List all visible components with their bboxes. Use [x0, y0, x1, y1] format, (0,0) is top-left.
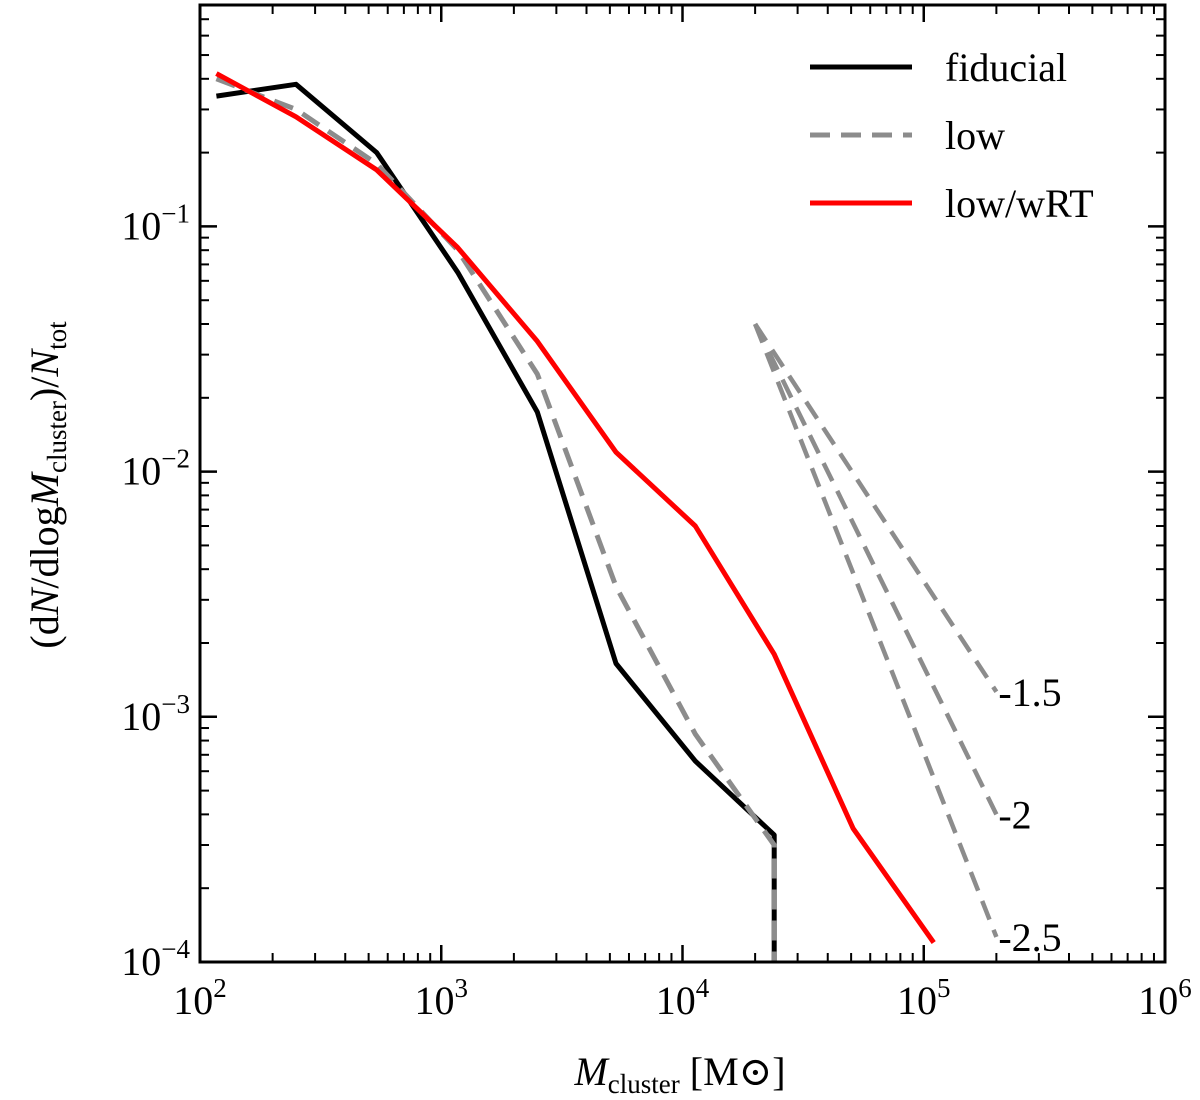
- x-axis-label: Mcluster [M⊙]: [573, 1049, 785, 1099]
- y-tick-label: 10−1: [121, 198, 190, 248]
- reference-slopes: -1.5 -2 -2.5: [753, 322, 1062, 960]
- legend: fiducial low low/wRT: [810, 45, 1094, 226]
- reference-slope-label: -2.5: [998, 915, 1061, 960]
- y-tick-label: 10−4: [121, 934, 190, 984]
- reference-slope-line: [753, 322, 999, 694]
- series-lines: [215, 71, 936, 962]
- reference-slope-label: -1.5: [998, 670, 1061, 715]
- x-tick-label: 105: [897, 973, 951, 1023]
- y-tick-label: 10−3: [121, 689, 190, 739]
- x-tick-label: 104: [656, 973, 710, 1023]
- reference-slope-line: [753, 323, 999, 816]
- y-tick-label: 10−2: [121, 444, 190, 494]
- x-tick-label: 103: [415, 973, 469, 1023]
- x-tick-label: 106: [1138, 973, 1192, 1023]
- legend-label: low: [945, 113, 1005, 158]
- reference-slope-line: [753, 323, 999, 938]
- series-low-wrt: [215, 71, 936, 945]
- x-tick-label: 102: [173, 973, 227, 1023]
- legend-label: fiducial: [945, 45, 1067, 90]
- legend-label: low/wRT: [945, 181, 1094, 226]
- series-low: [215, 76, 777, 962]
- tick-labels: 102 103 104 105 106 10−4 10−3 10−2 10−1: [121, 198, 1191, 1023]
- major-ticks: [198, 5, 1167, 964]
- y-axis-label: (dN/dlogMcluster)/Ntot: [22, 321, 72, 649]
- reference-slope-label: -2: [998, 792, 1031, 837]
